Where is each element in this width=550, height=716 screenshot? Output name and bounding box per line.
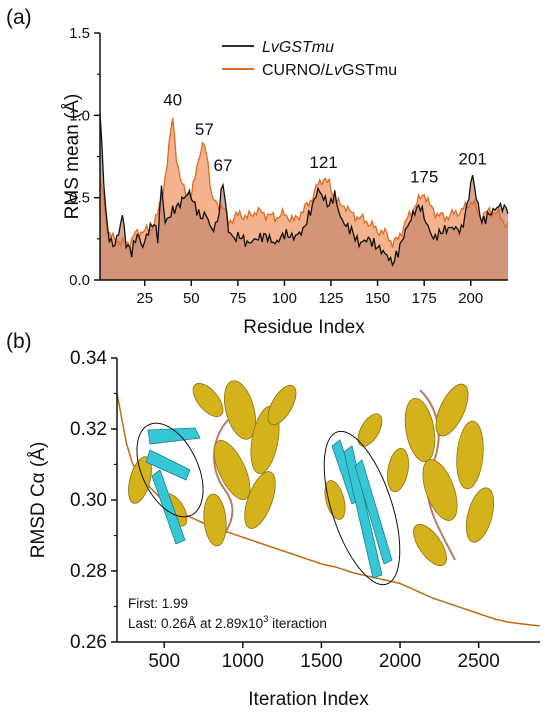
helix-segment bbox=[267, 384, 297, 426]
rmsd-curve bbox=[116, 393, 540, 627]
y-tick-label: 1.0 bbox=[69, 107, 90, 124]
y-tick-label: 0.32 bbox=[70, 419, 107, 440]
highlight-ellipse bbox=[323, 430, 401, 586]
peak-label: 40 bbox=[163, 90, 182, 109]
x-tick-label: 25 bbox=[136, 290, 153, 307]
helix-segment bbox=[192, 382, 224, 418]
y-tick-label: 0.28 bbox=[70, 561, 107, 582]
x-tick-label: 1500 bbox=[300, 651, 342, 672]
x-tick-label: 2500 bbox=[458, 651, 500, 672]
legend-label-lvgstmu: LvGSTmu bbox=[262, 39, 334, 56]
panel-b-axes: 0.26 0.28 0.30 0.32 0.34 500 1000 1500 2000 2500 bbox=[70, 348, 540, 672]
panel-b-letter: (b) bbox=[6, 330, 32, 353]
panel-b-plot bbox=[116, 393, 540, 627]
highlight-ellipse bbox=[136, 422, 204, 518]
annotation-last: Last: 0.26Å at 2.89x103 iteraction bbox=[128, 614, 327, 631]
protein-structure-last-image bbox=[323, 383, 495, 586]
panel-a-y-axis-label: RMS mean (Å) bbox=[62, 94, 83, 220]
sheet-strand bbox=[151, 469, 186, 545]
x-tick-label: 75 bbox=[230, 290, 247, 307]
panel-a-axes: 0.0 0.5 1.0 1.5 25 50 75 100 125 150 175 200 bbox=[69, 25, 508, 307]
peak-label: 57 bbox=[195, 120, 214, 139]
legend-label-curno: CURNO/LvGSTmu bbox=[262, 62, 397, 79]
sheet-strand bbox=[354, 459, 393, 565]
peak-label: 121 bbox=[309, 153, 337, 172]
loop-strand bbox=[213, 419, 234, 546]
peak-label: 175 bbox=[410, 168, 438, 187]
helix-segment bbox=[357, 413, 383, 447]
helix-segment bbox=[244, 471, 276, 529]
line-lvgstmu bbox=[99, 113, 509, 268]
peak-label: 201 bbox=[458, 150, 486, 169]
sheet-strand bbox=[145, 449, 191, 481]
helix-segment bbox=[465, 487, 495, 543]
helix-segment bbox=[203, 493, 227, 547]
sheet-strand bbox=[147, 427, 201, 445]
protein-structure-first-image bbox=[128, 380, 297, 547]
panel-a-legend: LvGSTmu CURNO/LvGSTmu bbox=[222, 39, 397, 79]
y-tick-label: 0.0 bbox=[69, 272, 90, 289]
sheet-strand bbox=[343, 445, 383, 579]
helix-segment bbox=[456, 420, 484, 490]
x-tick-label: 100 bbox=[272, 290, 297, 307]
peak-label: 67 bbox=[213, 156, 232, 175]
helix-segment bbox=[422, 459, 458, 521]
x-tick-label: 2000 bbox=[379, 651, 421, 672]
y-tick-label: 1.5 bbox=[69, 25, 90, 42]
x-tick-label: 125 bbox=[318, 290, 343, 307]
x-tick-label: 150 bbox=[365, 290, 390, 307]
y-tick-label: 0.26 bbox=[70, 632, 107, 653]
helix-segment bbox=[387, 447, 409, 493]
x-tick-label: 175 bbox=[412, 290, 437, 307]
panel-a-letter: (a) bbox=[6, 6, 32, 29]
x-tick-label: 200 bbox=[458, 290, 483, 307]
helix-segment bbox=[413, 523, 447, 567]
helix-segment bbox=[324, 480, 346, 520]
helix-segment bbox=[213, 440, 251, 500]
x-tick-label: 1000 bbox=[222, 651, 264, 672]
panel-b: (b) bbox=[6, 330, 540, 710]
x-tick-label: 50 bbox=[183, 290, 200, 307]
helix-segment bbox=[224, 380, 256, 440]
x-tick-label: 500 bbox=[148, 651, 180, 672]
panel-a-x-axis-label: Residue Index bbox=[243, 317, 365, 338]
panel-a: (a) 0.0 0.5 1.0 1.5 25 50 75 100 125 150 175 200 RM… bbox=[6, 6, 509, 338]
y-tick-label: 0.30 bbox=[70, 490, 107, 511]
panel-b-y-axis-label: RMSD Cα (Å) bbox=[28, 442, 49, 559]
y-tick-label: 0.5 bbox=[69, 190, 90, 207]
panel-b-x-axis-label: Iteration Index bbox=[248, 689, 369, 710]
y-tick-label: 0.34 bbox=[70, 348, 107, 369]
area-lvgstmu bbox=[100, 113, 508, 280]
panel-a-plot bbox=[99, 113, 509, 280]
line-curno-lvgstmu bbox=[99, 117, 509, 251]
helix-segment bbox=[404, 397, 436, 463]
helix-segment bbox=[435, 383, 469, 437]
helix-segment bbox=[128, 456, 152, 504]
panel-a-peak-labels: 40 57 67 121 175 201 bbox=[163, 90, 487, 186]
annotation-first: First: 1.99 bbox=[128, 596, 188, 611]
